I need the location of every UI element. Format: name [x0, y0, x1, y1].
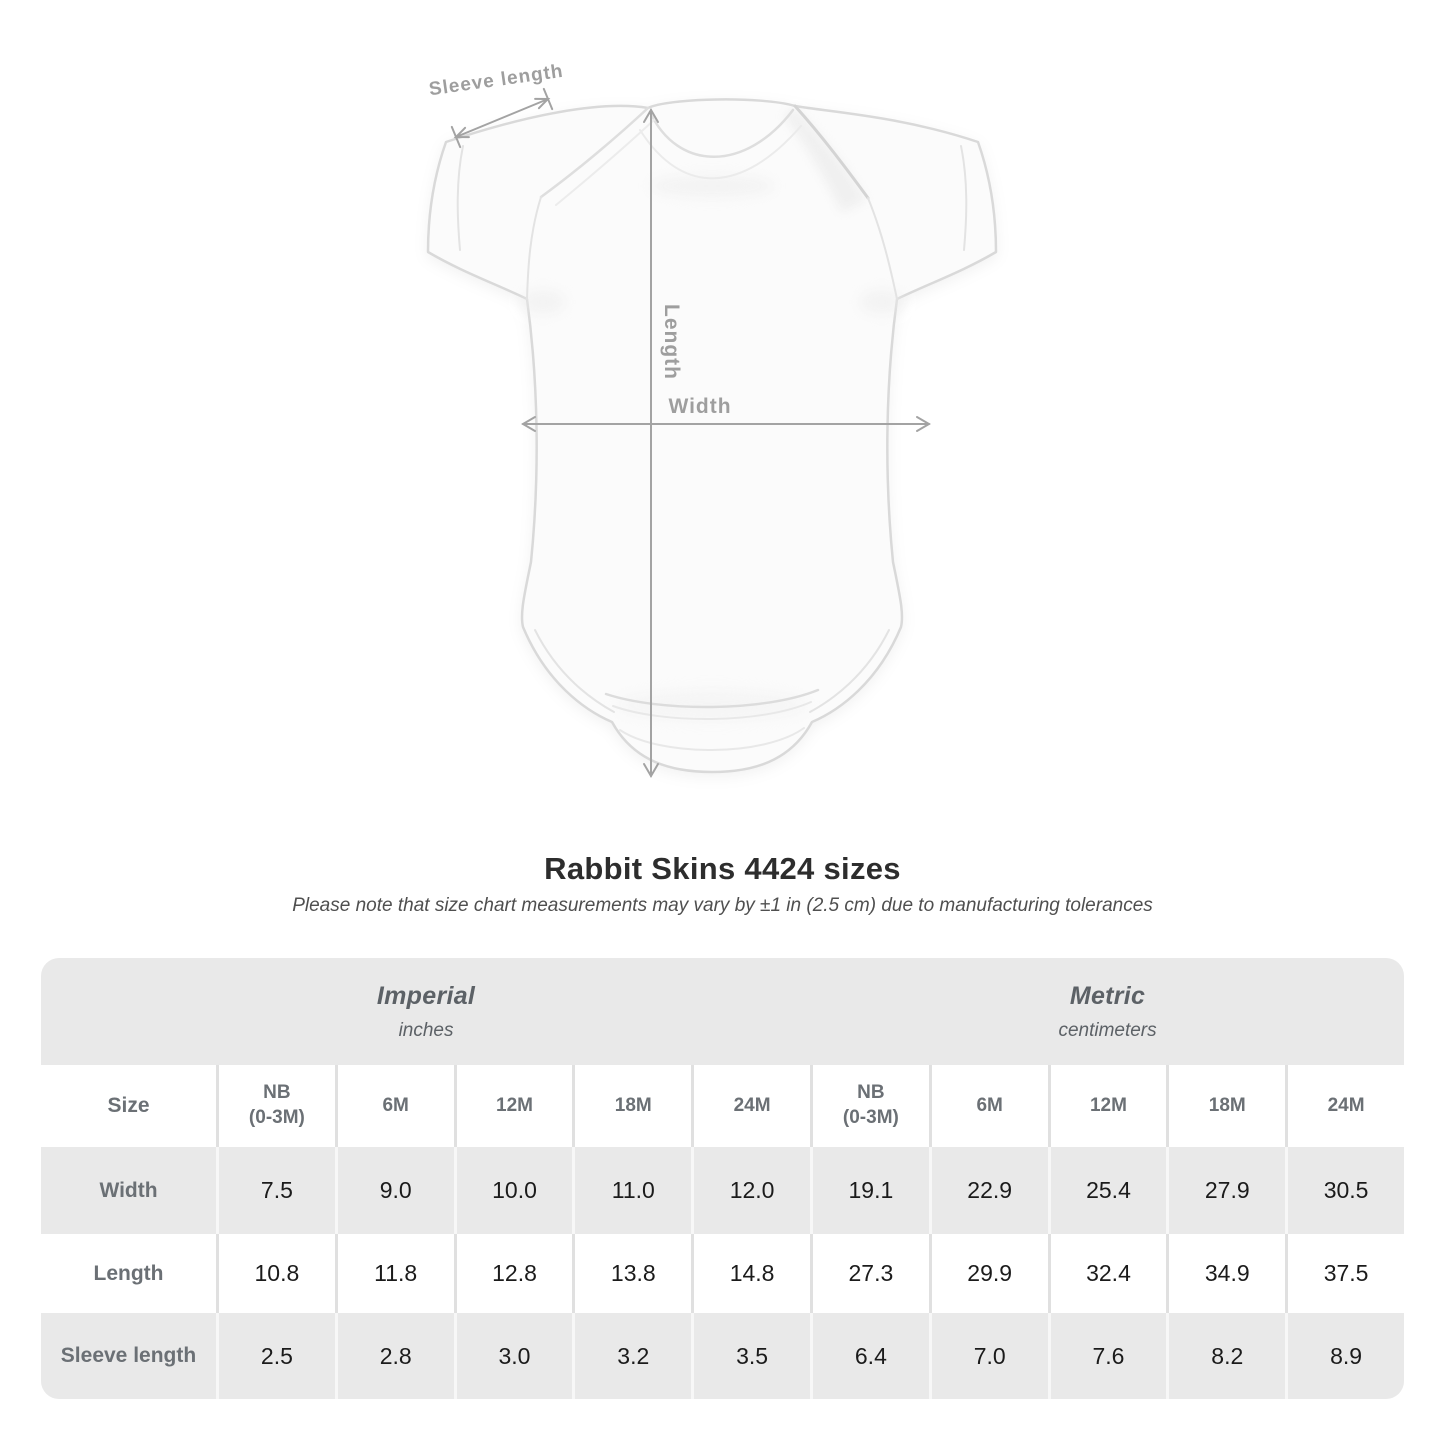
width-value: 19.1 — [812, 1147, 929, 1234]
length-label: Length — [660, 304, 683, 380]
sleeve-value: 3.2 — [575, 1313, 692, 1399]
length-value: 11.8 — [337, 1234, 454, 1313]
length-value: 37.5 — [1288, 1234, 1404, 1313]
tolerance-note: Please note that size chart measurements… — [292, 895, 1153, 916]
imperial-header: Imperial inches — [41, 958, 811, 1065]
sleeve-value: 2.8 — [337, 1313, 454, 1399]
width-row-label: Width — [41, 1147, 216, 1234]
length-value: 32.4 — [1050, 1234, 1167, 1313]
width-value: 27.9 — [1169, 1147, 1286, 1234]
width-value: 30.5 — [1288, 1147, 1404, 1234]
sleeve-value: 3.0 — [456, 1313, 573, 1399]
width-value: 11.0 — [575, 1147, 692, 1234]
length-value: 10.8 — [219, 1234, 335, 1313]
width-value: 12.0 — [694, 1147, 810, 1234]
size-col-header: 6M — [337, 1065, 454, 1147]
width-label: Width — [668, 395, 731, 418]
width-value: 22.9 — [931, 1147, 1048, 1234]
sleeve-value: 8.2 — [1169, 1313, 1286, 1399]
length-value: 14.8 — [694, 1234, 810, 1313]
page-title: Rabbit Skins 4424 sizes — [544, 851, 901, 886]
onesie-shading — [521, 108, 904, 719]
size-header-label: Size — [41, 1065, 216, 1147]
width-row: Width 7.5 9.0 10.0 11.0 12.0 19.1 22.9 2… — [41, 1147, 1404, 1234]
width-value: 10.0 — [456, 1147, 573, 1234]
metric-unit: centimeters — [1058, 1019, 1157, 1041]
sleeve-value: 7.6 — [1050, 1313, 1167, 1399]
length-value: 34.9 — [1169, 1234, 1286, 1313]
imperial-name: Imperial — [376, 981, 476, 1010]
sleeve-value: 6.4 — [812, 1313, 929, 1399]
length-row: Length 10.8 11.8 12.8 13.8 14.8 27.3 29.… — [41, 1234, 1404, 1313]
onesie-illustration — [426, 98, 998, 774]
size-col-header: 12M — [1050, 1065, 1167, 1147]
measurement-annotations — [450, 87, 931, 778]
size-col-header: 18M — [1169, 1065, 1286, 1147]
width-value: 25.4 — [1050, 1147, 1167, 1234]
length-value: 13.8 — [575, 1234, 692, 1313]
size-col-header: 24M — [1288, 1065, 1404, 1147]
sleeve-length-row: Sleeve length 2.5 2.8 3.0 3.2 3.5 6.4 7.… — [41, 1313, 1404, 1399]
length-row-label: Length — [41, 1234, 216, 1313]
size-col-header: 6M — [931, 1065, 1048, 1147]
sleeve-value: 8.9 — [1288, 1313, 1404, 1399]
size-table: Imperial inches Metric centimeters Size … — [41, 958, 1404, 1399]
sleeve-value: 2.5 — [219, 1313, 335, 1399]
size-col-header: 18M — [575, 1065, 692, 1147]
width-arrow — [521, 416, 931, 432]
onesie-body-outline — [426, 98, 998, 774]
width-value: 9.0 — [337, 1147, 454, 1234]
size-col-header: NB (0-3M) — [812, 1065, 929, 1147]
size-col-header: NB (0-3M) — [219, 1065, 335, 1147]
metric-name: Metric — [1069, 981, 1146, 1010]
size-col-header: 24M — [694, 1065, 810, 1147]
length-value: 29.9 — [931, 1234, 1048, 1313]
sleeve-row-label: Sleeve length — [41, 1313, 216, 1399]
sleeve-value: 3.5 — [694, 1313, 810, 1399]
width-value: 7.5 — [219, 1147, 335, 1234]
imperial-unit: inches — [398, 1019, 454, 1041]
sleeve-length-arrow — [450, 87, 554, 149]
metric-header: Metric centimeters — [811, 958, 1404, 1065]
sleeve-length-label: Sleeve length — [428, 61, 565, 101]
unit-header-row: Imperial inches Metric centimeters — [41, 958, 1404, 1065]
onesie-measurement-diagram: Sleeve length Length Width — [426, 61, 998, 778]
size-header-row: Size NB (0-3M) 6M 12M 18M 24M NB (0-3M) … — [41, 1065, 1404, 1147]
length-value: 27.3 — [812, 1234, 929, 1313]
length-arrow — [643, 108, 659, 778]
size-col-header: 12M — [456, 1065, 573, 1147]
length-value: 12.8 — [456, 1234, 573, 1313]
onesie-seams — [456, 104, 968, 751]
sleeve-value: 7.0 — [931, 1313, 1048, 1399]
